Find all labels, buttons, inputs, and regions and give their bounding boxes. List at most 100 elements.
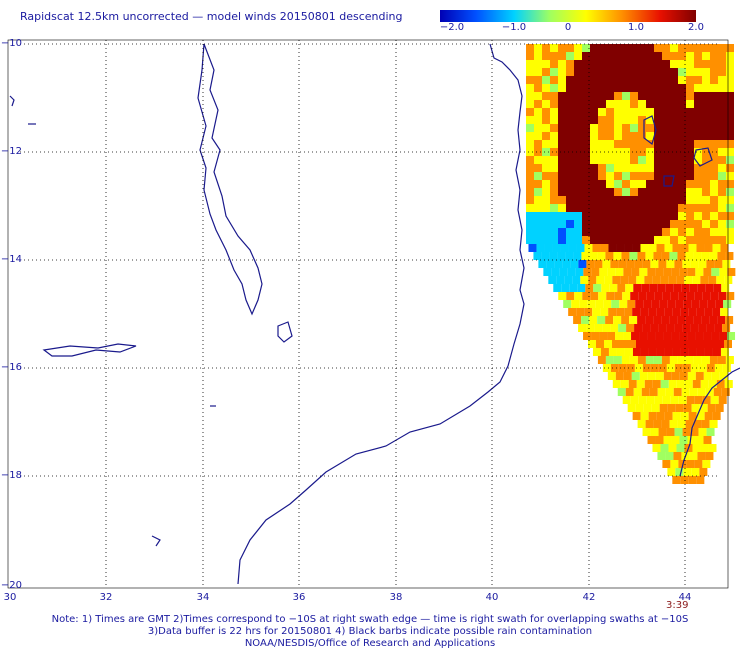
wind-cell — [710, 180, 718, 188]
wind-cell — [694, 212, 702, 220]
wind-cell — [671, 332, 680, 340]
wind-cell — [587, 300, 596, 308]
wind-cell — [550, 228, 558, 236]
wind-cell — [526, 84, 534, 92]
wind-cell — [558, 124, 566, 132]
wind-cell — [647, 332, 656, 340]
wind-cell — [630, 68, 638, 76]
africa-coastline — [237, 43, 525, 585]
wind-cell — [718, 68, 726, 76]
wind-cell — [662, 460, 671, 468]
wind-cell — [566, 180, 574, 188]
wind-cell — [542, 124, 550, 132]
wind-cell — [622, 236, 630, 244]
wind-cell — [706, 260, 715, 268]
wind-cell — [558, 100, 566, 108]
wind-cell — [678, 60, 686, 68]
wind-cell — [654, 396, 663, 404]
wind-cell — [678, 52, 686, 60]
wind-cell — [606, 148, 614, 156]
wind-cell — [662, 68, 670, 76]
wind-cell — [697, 388, 706, 396]
wind-cell — [526, 180, 534, 188]
wind-cell — [717, 316, 726, 324]
wind-cell — [582, 116, 590, 124]
lon-label: 42 — [582, 592, 596, 603]
wind-cell — [678, 188, 686, 196]
wind-cell — [718, 100, 726, 108]
wind-cell — [534, 148, 542, 156]
wind-cell — [526, 108, 534, 116]
wind-cell — [726, 100, 734, 108]
wind-cell — [702, 140, 710, 148]
wind-field — [526, 44, 736, 484]
wind-cell — [558, 180, 566, 188]
wind-cell — [672, 308, 681, 316]
wind-cell — [712, 308, 721, 316]
wind-cell — [598, 164, 606, 172]
wind-cell — [604, 276, 613, 284]
wind-cell — [630, 188, 638, 196]
wind-cell — [630, 100, 638, 108]
wind-cell — [651, 300, 660, 308]
wind-cell — [641, 284, 650, 292]
wind-cell — [626, 324, 635, 332]
wind-cell — [705, 452, 714, 460]
wind-cell — [674, 428, 683, 436]
wind-cell — [641, 388, 650, 396]
wind-cell — [619, 300, 628, 308]
wind-cell — [654, 116, 662, 124]
wind-cell — [662, 196, 670, 204]
wind-cell — [623, 372, 632, 380]
wind-cell — [550, 140, 558, 148]
note-line-1: Note: 1) Times are GMT 2)Times correspon… — [51, 614, 689, 625]
wind-cell — [620, 380, 629, 388]
wind-cell — [693, 316, 702, 324]
wind-cell — [607, 332, 616, 340]
wind-cell — [710, 76, 718, 84]
lat-lon-grid — [20, 40, 720, 588]
wind-cell — [562, 260, 571, 268]
wind-cell — [599, 268, 608, 276]
wind-cell — [574, 92, 582, 100]
wind-cell — [566, 100, 574, 108]
wind-cell — [646, 124, 654, 132]
comoros-island — [643, 115, 657, 146]
wind-cell — [534, 196, 542, 204]
wind-cell — [652, 380, 661, 388]
wind-cell — [620, 340, 628, 348]
wind-cell — [618, 260, 627, 268]
wind-cell — [573, 316, 582, 324]
wind-cell — [534, 140, 542, 148]
wind-cell — [717, 356, 726, 364]
wind-cell — [654, 132, 662, 140]
wind-cell — [534, 228, 542, 236]
wind-cell — [606, 212, 614, 220]
wind-cell — [534, 100, 542, 108]
wind-cell — [651, 404, 660, 412]
wind-cell — [590, 212, 598, 220]
wind-cell — [602, 364, 611, 372]
wind-cell — [662, 60, 670, 68]
wind-cell — [718, 196, 726, 204]
wind-cell — [710, 172, 718, 180]
wind-cell — [642, 364, 651, 372]
wind-cell — [542, 180, 550, 188]
wind-cell — [700, 340, 708, 348]
wind-cell — [667, 300, 676, 308]
wind-cell — [574, 148, 582, 156]
wind-cell — [629, 252, 638, 260]
wind-cell — [694, 292, 703, 300]
wind-cell — [710, 44, 718, 52]
wind-cell — [669, 316, 678, 324]
wind-cell — [727, 268, 736, 276]
wind-cell — [686, 196, 694, 204]
wind-cell — [685, 356, 694, 364]
wind-cell — [616, 244, 625, 252]
wind-cell — [654, 212, 662, 220]
wind-cell — [694, 100, 702, 108]
wind-cell — [686, 92, 694, 100]
wind-cell — [678, 212, 686, 220]
wind-cell — [652, 276, 661, 284]
wind-cell — [590, 292, 599, 300]
